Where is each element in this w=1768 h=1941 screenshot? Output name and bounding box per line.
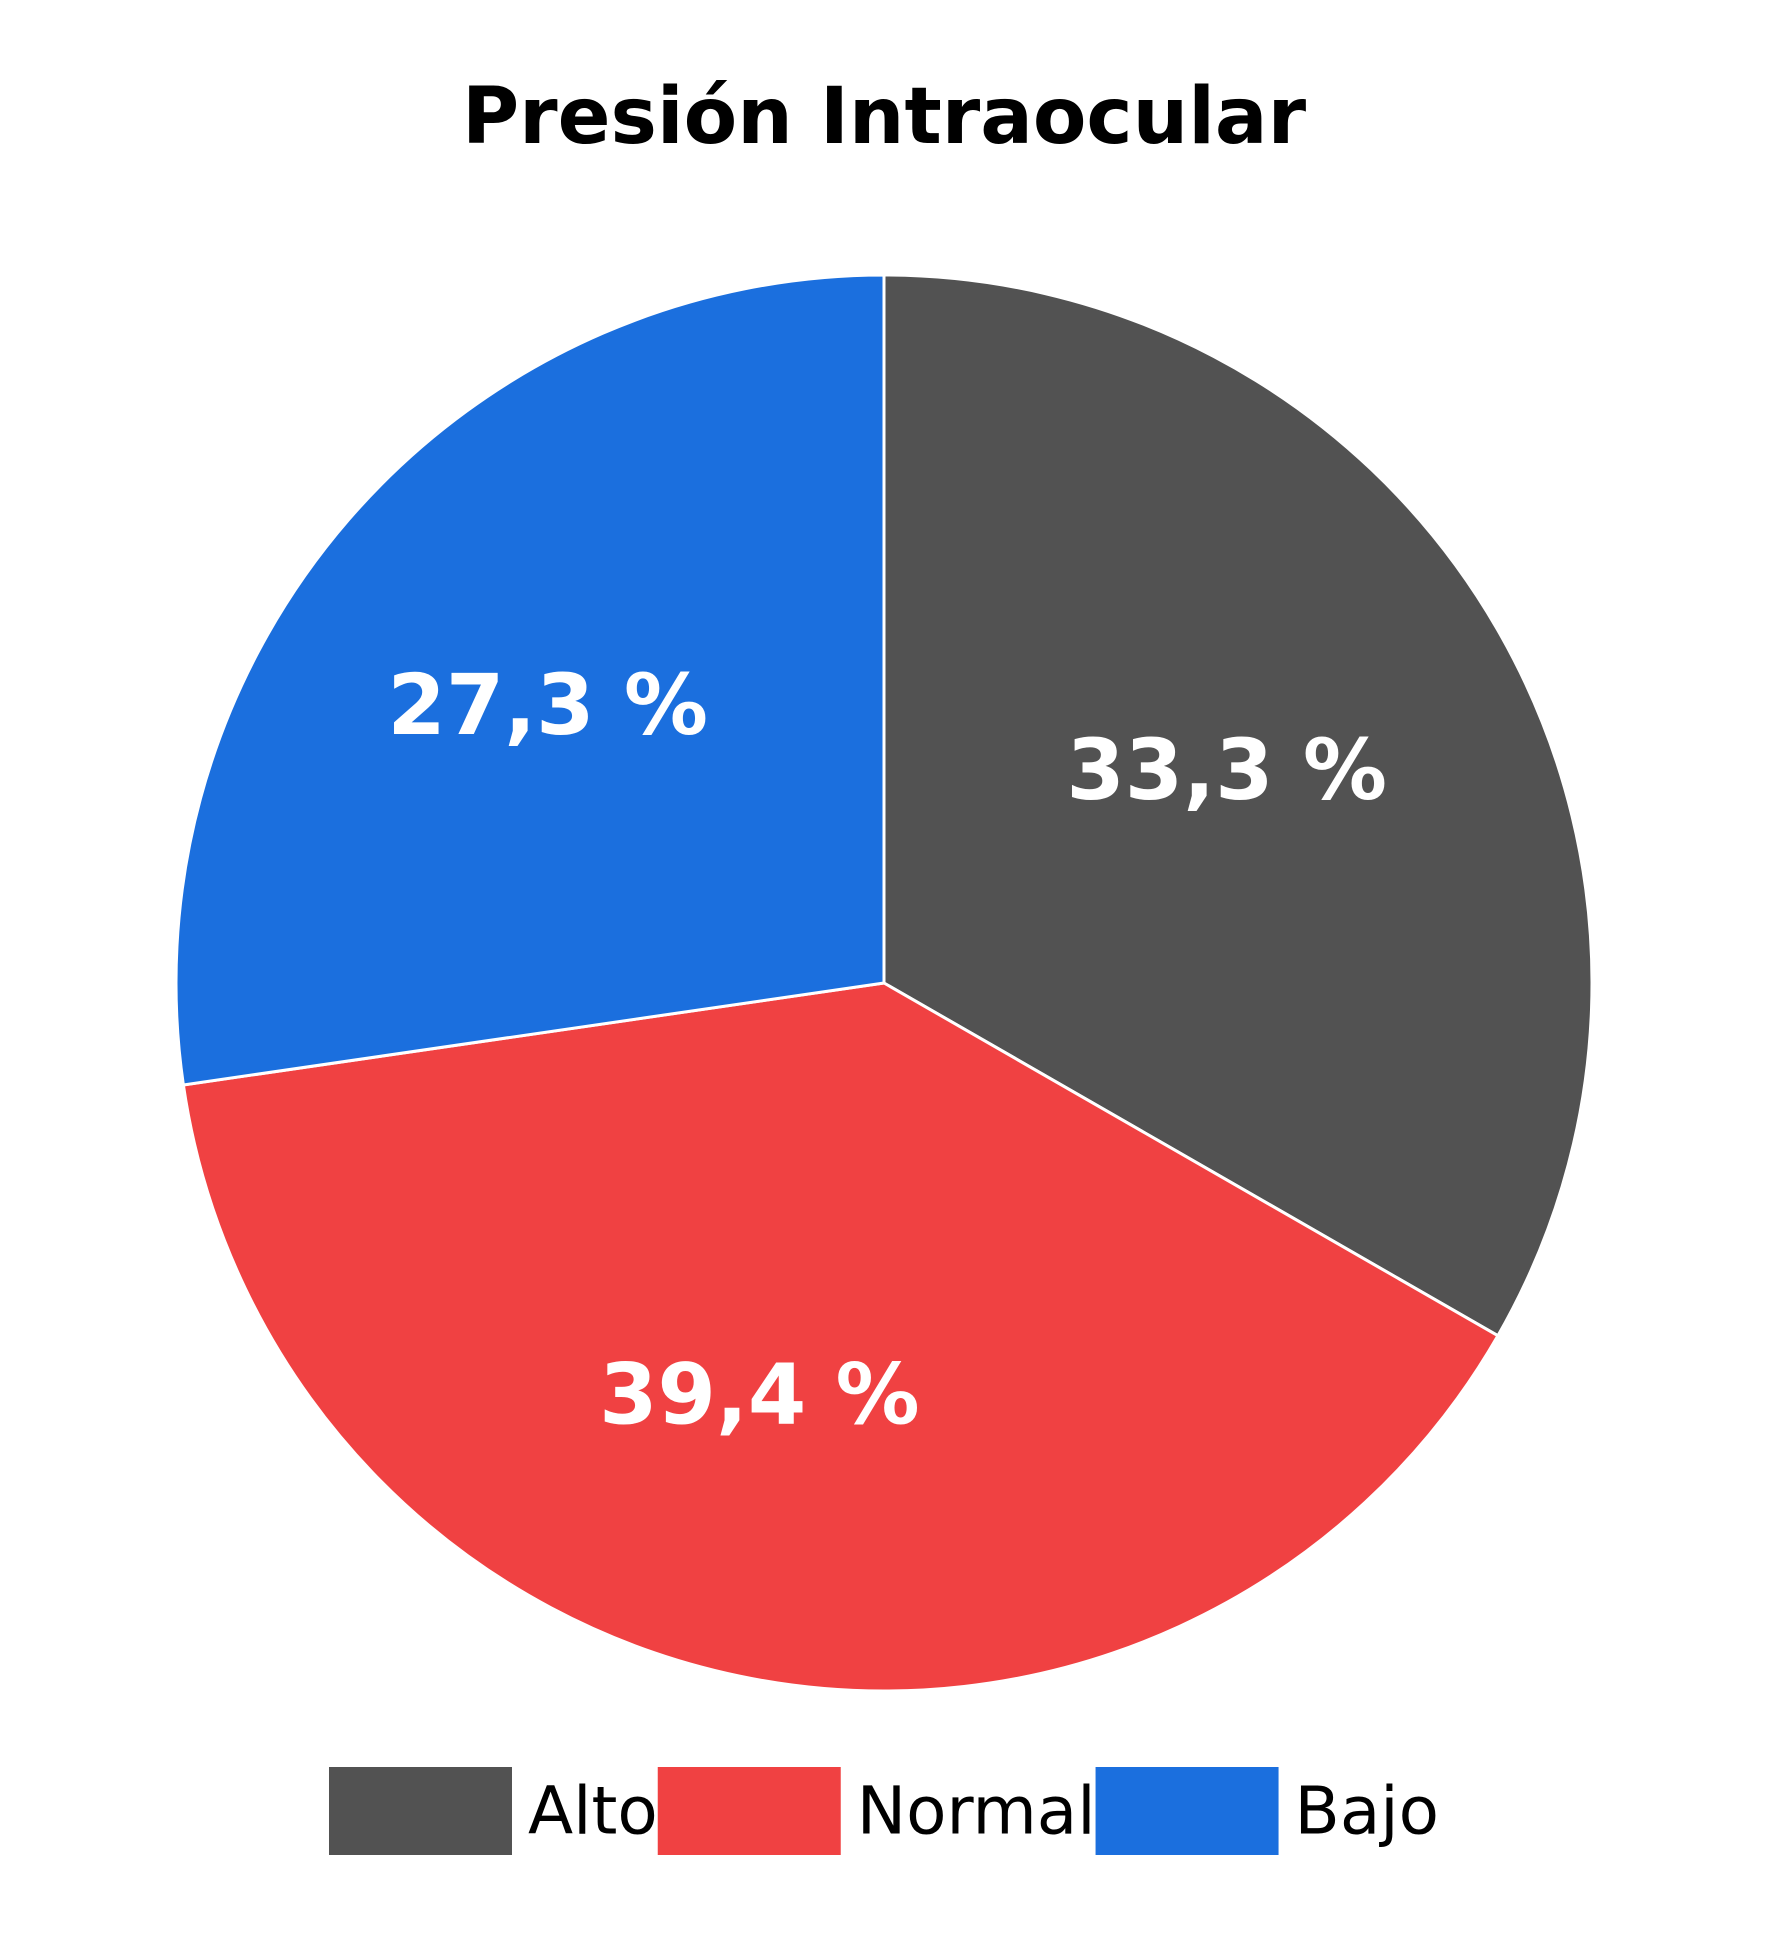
- pie-slice-alto: [882, 273, 1594, 1338]
- slice-label-alto: 33,3 %: [1066, 721, 1387, 819]
- legend-label-normal: Normal: [857, 1773, 1096, 1850]
- slice-label-bajo: 27,3 %: [387, 656, 708, 754]
- slice-label-normal: 39,4 %: [599, 1345, 920, 1443]
- pie-slice-labels: 33,3 % 39,4 % 27,3 %: [387, 656, 1387, 1443]
- legend-label-alto: Alto: [528, 1773, 658, 1850]
- legend-label-bajo: Bajo: [1295, 1773, 1439, 1850]
- chart-title: Presión Intraocular: [462, 72, 1307, 162]
- pie-slice-bajo: [174, 273, 886, 1087]
- legend-swatch-alto: [328, 1767, 512, 1855]
- pie-slice-normal: [181, 981, 1500, 1693]
- legend-swatch-normal: [657, 1767, 841, 1855]
- legend: Alto Normal Bajo: [328, 1767, 1439, 1855]
- legend-swatch-bajo: [1095, 1767, 1279, 1855]
- pie-slices: [174, 273, 1594, 1693]
